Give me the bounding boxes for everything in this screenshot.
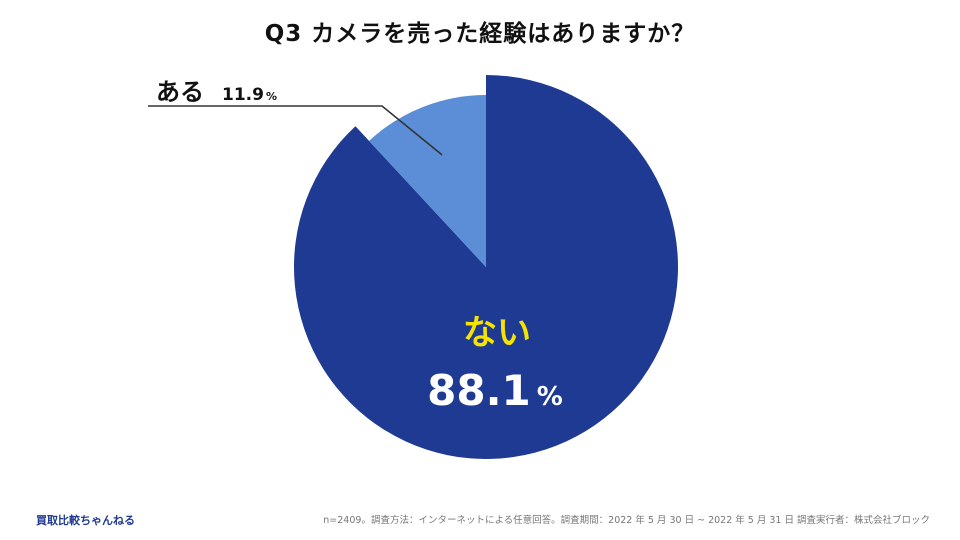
slice-value-aru: 11.9% (222, 85, 277, 105)
slice-value-nai: 88.1% (427, 366, 563, 415)
chart-title: Q3 カメラを売った経験はありますか？ (264, 21, 696, 47)
survey-footnote: n=2409。調査方法：インターネットによる任意回答。調査期間：2022 年 5… (323, 515, 930, 526)
leader-line (148, 105, 443, 156)
slice-label-aru: ある (156, 78, 204, 106)
pie-slice-aru (369, 95, 486, 267)
brand-name: 買取比較ちゃんねる (36, 514, 135, 527)
slice-label-nai: ない (463, 313, 531, 353)
